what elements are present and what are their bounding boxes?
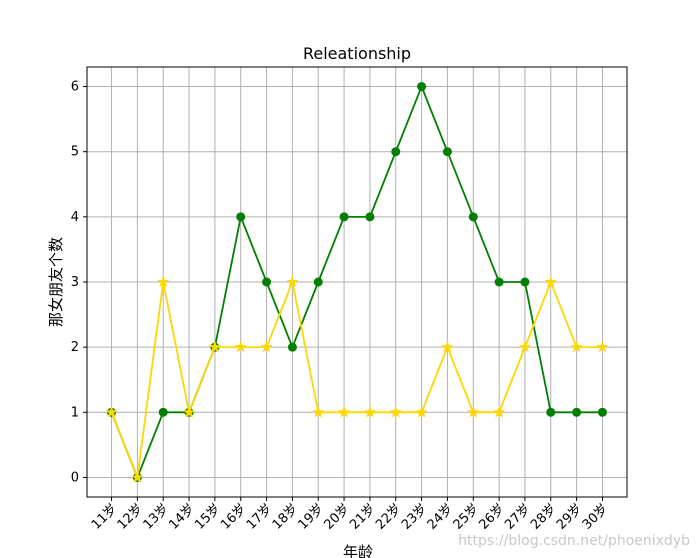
star-marker [208,340,222,353]
star-marker [570,340,583,353]
star-marker [544,275,557,288]
series-line [110,278,603,482]
y-tick-label: 5 [71,145,79,160]
x-axis-label: 年龄 [343,543,373,558]
y-tick-label: 2 [71,340,79,355]
star-marker [518,340,532,353]
circle-marker [236,212,246,222]
plot-frame [86,66,628,498]
star-marker [131,470,144,483]
circle-marker [158,407,168,417]
circle-marker [520,277,530,287]
star-marker [596,340,609,353]
y-tick-label: 1 [71,405,79,420]
y-tick-label: 6 [71,80,79,95]
star-marker [467,405,480,418]
star-marker [312,405,325,418]
star-marker [260,340,273,353]
y-tick-label: 0 [71,470,79,485]
y-tick-label: 3 [71,275,79,290]
star-marker [182,405,196,418]
circle-marker [468,212,478,222]
circle-marker [442,147,452,157]
circle-marker [572,407,582,417]
star-marker [492,405,506,418]
chart-title: Releationship [303,44,411,63]
circle-marker [391,147,401,157]
star-marker [286,275,299,288]
circle-marker [287,342,297,352]
star-marker [105,405,118,418]
star-marker [415,405,428,418]
star-marker [157,275,170,288]
circle-marker [365,212,375,222]
star-marker [337,405,351,418]
y-tick-label: 4 [71,210,79,225]
star-marker [441,340,454,353]
watermark: https://blog.csdn.net/phoenixdyb [458,533,690,549]
circle-marker [313,277,323,287]
circle-marker [262,277,272,287]
circle-marker [339,212,349,222]
circle-marker [597,407,607,417]
y-axis-label: 那女朋友个数 [47,237,65,327]
circle-marker [494,277,504,287]
star-marker [363,405,377,418]
star-marker [389,405,402,418]
circle-marker [417,82,427,92]
circle-marker [546,407,556,417]
star-marker [234,340,247,353]
